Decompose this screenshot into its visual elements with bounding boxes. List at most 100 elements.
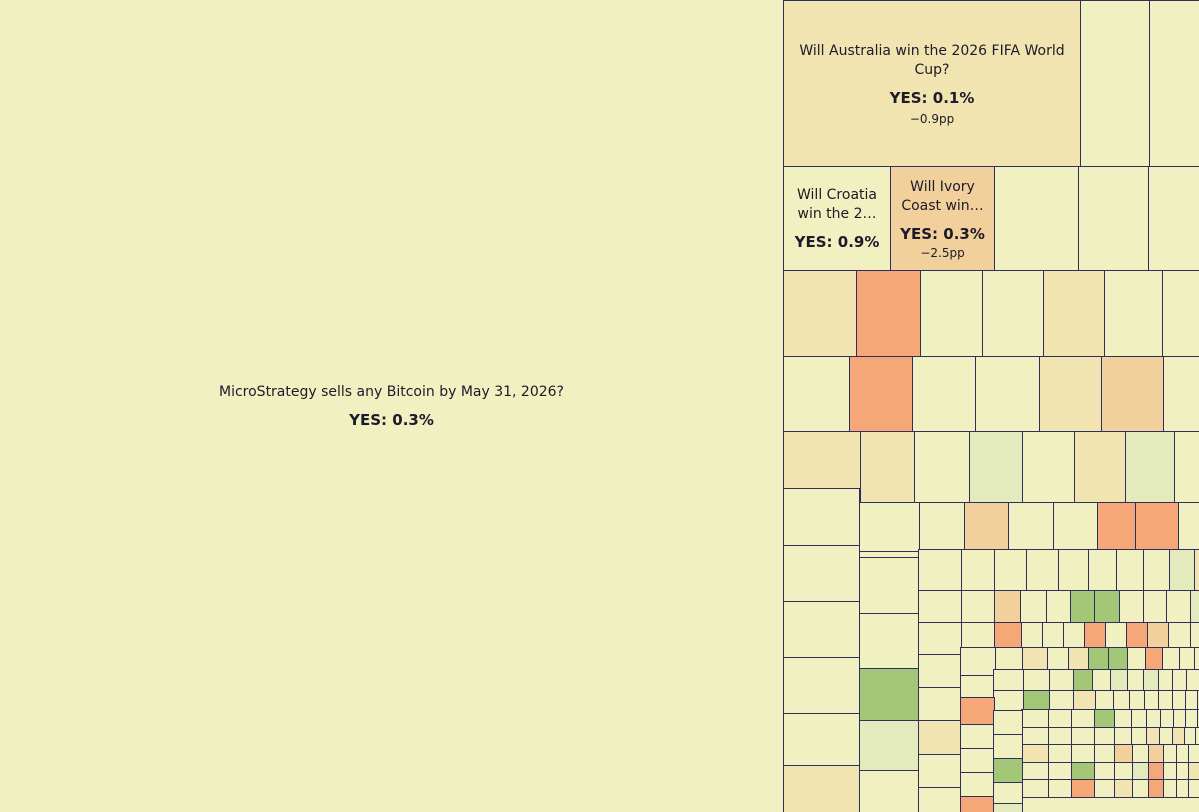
market-tile[interactable]: [849, 356, 913, 433]
market-tile[interactable]: [993, 758, 1023, 783]
market-tile[interactable]: [859, 557, 919, 614]
market-tile[interactable]: [1073, 690, 1096, 711]
market-tile[interactable]: [1114, 779, 1133, 798]
market-tile[interactable]: [1149, 0, 1199, 168]
market-tile[interactable]: [982, 270, 1044, 358]
market-tile[interactable]: [1101, 356, 1164, 433]
market-tile[interactable]: [783, 713, 860, 766]
market-tile[interactable]: [993, 690, 1024, 711]
market-tile[interactable]: [993, 669, 1024, 693]
market-tile[interactable]: [1058, 549, 1089, 592]
market-tile[interactable]: [1046, 590, 1071, 624]
market-tile[interactable]: [1053, 502, 1098, 552]
market-tile[interactable]: [859, 668, 919, 721]
market-tile[interactable]: [993, 803, 1023, 812]
market-tile[interactable]: [1143, 549, 1170, 592]
market-tile[interactable]: [960, 748, 995, 773]
market-tile[interactable]: Will Croatia win the 2… YES: 0.9%: [783, 166, 891, 271]
market-tile[interactable]: [1022, 431, 1075, 504]
market-tile[interactable]: [912, 356, 976, 433]
market-tile[interactable]: [1049, 669, 1074, 693]
market-tile[interactable]: [914, 431, 970, 504]
market-tile[interactable]: [1163, 744, 1177, 764]
market-tile[interactable]: MicroStrategy sells any Bitcoin by May 3…: [0, 0, 784, 812]
market-tile[interactable]: [1074, 431, 1126, 504]
market-tile[interactable]: [1188, 744, 1199, 764]
market-tile[interactable]: [1166, 590, 1191, 624]
market-tile[interactable]: [1162, 270, 1199, 358]
market-tile[interactable]: [960, 697, 995, 725]
market-tile[interactable]: Will Australia win the 2026 FIFA World C…: [783, 0, 1081, 167]
market-tile[interactable]: [1021, 709, 1049, 729]
market-tile[interactable]: [1048, 779, 1072, 798]
market-tile[interactable]: [1048, 709, 1072, 729]
market-tile[interactable]: Will Ivory Coast win… YES: 0.3% −2.5pp: [890, 166, 995, 271]
market-tile[interactable]: [1020, 590, 1047, 624]
market-tile[interactable]: [975, 356, 1040, 433]
market-tile[interactable]: [1132, 744, 1149, 764]
market-tile[interactable]: [1135, 502, 1179, 552]
market-tile[interactable]: [1129, 690, 1145, 711]
market-tile[interactable]: [919, 502, 965, 552]
market-tile[interactable]: [1148, 744, 1164, 764]
market-tile[interactable]: [1023, 690, 1050, 711]
market-tile[interactable]: [1023, 669, 1050, 693]
market-tile[interactable]: [1097, 502, 1136, 552]
market-tile[interactable]: [1039, 356, 1102, 433]
market-tile[interactable]: [1188, 779, 1199, 798]
market-tile[interactable]: [1132, 779, 1149, 798]
market-tile[interactable]: [969, 431, 1023, 504]
market-tile[interactable]: [918, 622, 962, 656]
market-tile[interactable]: [1148, 166, 1199, 272]
market-tile[interactable]: [859, 613, 919, 669]
market-tile[interactable]: [1160, 709, 1174, 729]
market-tile[interactable]: [993, 710, 1023, 735]
market-tile[interactable]: [1194, 549, 1199, 592]
market-tile[interactable]: [783, 356, 850, 433]
market-tile[interactable]: [1094, 709, 1115, 729]
market-tile[interactable]: [1148, 779, 1164, 798]
market-tile[interactable]: [994, 549, 1027, 592]
market-tile[interactable]: [960, 647, 996, 676]
market-tile[interactable]: [1095, 690, 1114, 711]
market-tile[interactable]: [1146, 709, 1161, 729]
market-tile[interactable]: [783, 601, 860, 658]
market-tile[interactable]: [1114, 709, 1132, 729]
market-tile[interactable]: [1048, 744, 1072, 764]
market-tile[interactable]: [918, 549, 962, 592]
market-tile[interactable]: [1163, 356, 1199, 433]
market-tile[interactable]: [918, 754, 961, 788]
market-tile[interactable]: [918, 687, 961, 721]
market-tile[interactable]: [1125, 431, 1175, 504]
market-tile[interactable]: [1088, 549, 1117, 592]
market-tile[interactable]: [960, 796, 995, 812]
market-tile[interactable]: [1174, 431, 1199, 504]
market-tile[interactable]: [918, 787, 961, 812]
market-tile[interactable]: [783, 765, 860, 812]
market-tile[interactable]: [918, 654, 961, 688]
market-tile[interactable]: [994, 166, 1079, 272]
market-tile[interactable]: [1163, 779, 1177, 798]
market-tile[interactable]: [961, 590, 995, 624]
market-tile[interactable]: [918, 720, 961, 755]
market-tile[interactable]: [1143, 590, 1167, 624]
market-tile[interactable]: [1113, 690, 1130, 711]
market-tile[interactable]: [960, 724, 995, 749]
market-tile[interactable]: [783, 657, 860, 714]
market-tile[interactable]: [993, 734, 1023, 759]
market-tile[interactable]: [856, 270, 921, 358]
market-tile[interactable]: [1070, 590, 1095, 624]
market-tile[interactable]: [1008, 502, 1054, 552]
market-tile[interactable]: [1119, 590, 1144, 624]
market-tile[interactable]: [1114, 744, 1133, 764]
market-tile[interactable]: [994, 590, 1021, 624]
market-tile[interactable]: [1190, 590, 1199, 624]
market-tile[interactable]: [1169, 549, 1195, 592]
market-tile[interactable]: [961, 549, 995, 592]
market-tile[interactable]: [993, 782, 1023, 804]
market-tile[interactable]: [1116, 549, 1144, 592]
market-tile[interactable]: [1078, 166, 1149, 272]
market-tile[interactable]: [1172, 690, 1186, 711]
market-tile[interactable]: [1049, 690, 1074, 711]
market-tile[interactable]: [783, 270, 857, 358]
